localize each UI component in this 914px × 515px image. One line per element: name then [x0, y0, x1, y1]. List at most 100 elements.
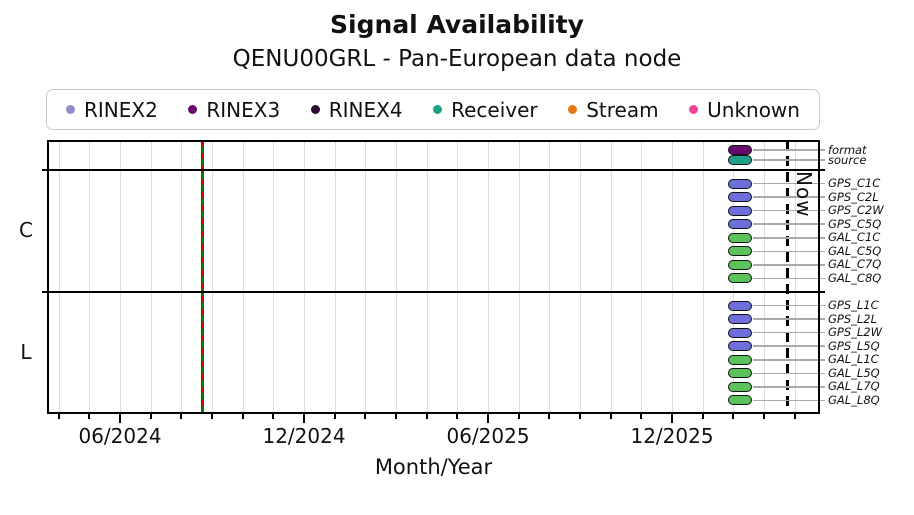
availability-marker-GAL_L5Q: [728, 368, 752, 379]
plot-area: Now 06/2024 12/2024 06/2025 12/2025 format so…: [19, 140, 884, 448]
x-axis-minor-tick: [149, 414, 152, 419]
availability-marker-GPS_L5Q: [728, 341, 752, 352]
x-axis-major-tick: [487, 414, 490, 423]
month-gridline: [764, 140, 766, 414]
row-connector-line: [753, 223, 825, 225]
row-label-GAL_C1C: GAL_C1C: [828, 230, 881, 245]
row-connector-line: [753, 304, 825, 307]
row-connector-line: [753, 277, 825, 280]
x-axis-minor-tick: [88, 414, 91, 419]
section-divider-stub: [42, 169, 47, 171]
row-label-GAL_C8Q: GAL_C8Q: [828, 270, 882, 285]
legend-swatch-receiver-icon: [433, 105, 443, 114]
row-label-GPS_L1C: GPS_L1C: [828, 298, 879, 313]
month-gridline: [518, 140, 520, 414]
legend-label: Receiver: [451, 97, 538, 122]
row-connector-line: [753, 386, 825, 388]
row-label-GPS_L2W: GPS_L2W: [828, 325, 882, 340]
plot-frame: [47, 140, 820, 414]
month-gridline: [212, 140, 214, 414]
x-axis-minor-tick: [517, 414, 520, 419]
month-gridline: [120, 140, 122, 414]
section-divider: [42, 169, 825, 171]
x-axis-minor-tick: [456, 414, 459, 419]
row-label-GAL_L8Q: GAL_L8Q: [828, 392, 880, 407]
row-connector-line: [753, 149, 825, 151]
month-gridline: [150, 140, 152, 414]
x-axis-minor-tick: [425, 414, 428, 419]
section-label-L: L: [20, 340, 32, 364]
row-connector-line: [753, 182, 825, 185]
now-label: Now: [792, 171, 816, 218]
availability-marker-GAL_L7Q: [728, 381, 752, 392]
availability-marker-format: [728, 145, 752, 155]
month-gridline: [794, 140, 796, 414]
x-axis-minor-tick: [793, 414, 796, 419]
legend-label: Stream: [586, 97, 659, 122]
x-axis-minor-tick: [272, 414, 275, 419]
now-line: [785, 140, 789, 414]
row-label-GAL_L7Q: GAL_L7Q: [828, 379, 880, 394]
x-axis-minor-tick: [763, 414, 766, 419]
legend-label: RINEX3: [206, 97, 281, 122]
month-gridline: [672, 140, 674, 414]
row-label-format: format: [828, 142, 867, 157]
legend-item-unknown: Unknown: [689, 98, 800, 122]
month-gridline: [610, 140, 612, 414]
x-axis-minor-tick: [180, 414, 183, 419]
x-axis-major-tick: [303, 414, 306, 423]
row-connector-line: [753, 399, 825, 402]
legend-item-stream: Stream: [568, 97, 659, 122]
row-label-GPS_C2L: GPS_C2L: [828, 189, 879, 204]
availability-marker-GAL_L1C: [728, 354, 752, 365]
x-axis-minor-tick: [732, 414, 735, 419]
x-axis-minor-tick: [609, 414, 612, 419]
x-tick-label: 12/2024: [262, 424, 346, 448]
row-connector-line: [753, 331, 825, 334]
x-axis-minor-tick: [241, 414, 244, 419]
row-label-GAL_C7Q: GAL_C7Q: [828, 257, 882, 272]
availability-marker-GPS_L2W: [728, 327, 752, 338]
x-axis-minor-tick: [579, 414, 582, 419]
row-connector-line: [753, 318, 825, 320]
x-axis-minor-tick: [701, 414, 704, 419]
x-axis-minor-tick: [548, 414, 551, 419]
legend-item-rinex4: RINEX4: [310, 98, 403, 122]
availability-marker-GPS_C5Q: [728, 219, 752, 230]
x-axis-minor-tick: [395, 414, 398, 419]
row-connector-line: [753, 196, 825, 198]
legend-label: RINEX2: [84, 97, 158, 122]
legend-item-rinex3: RINEX3: [188, 98, 280, 122]
row-connector-line: [753, 237, 825, 239]
month-gridline: [181, 140, 183, 414]
legend-swatch-rinex4-icon: [310, 105, 320, 114]
month-gridline: [304, 140, 306, 414]
month-gridline: [273, 140, 275, 414]
month-gridline: [488, 140, 490, 414]
month-gridline: [580, 140, 582, 414]
row-label-GAL_L5Q: GAL_L5Q: [828, 365, 880, 380]
x-axis-label: Month/Year: [374, 455, 493, 479]
month-gridline: [396, 140, 398, 414]
legend-item-receiver: Receiver: [433, 98, 538, 122]
row-connector-line: [753, 159, 825, 161]
chart-subtitle: QENU00GRL - Pan-European data node: [232, 46, 682, 72]
availability-marker-source: [728, 155, 752, 165]
legend-swatch-rinex3-icon: [188, 105, 198, 114]
month-gridline: [549, 140, 551, 414]
availability-marker-GPS_L2L: [728, 314, 752, 325]
row-label-GAL_C5Q: GAL_C5Q: [828, 243, 882, 258]
legend-item-rinex2: RINEX2: [66, 98, 158, 122]
legend: RINEX2 RINEX3 RINEX4 Receiver Stream Unknown: [46, 89, 820, 130]
section-label-C: C: [19, 218, 33, 242]
availability-marker-GAL_C7Q: [728, 259, 752, 270]
month-gridline: [365, 140, 367, 414]
x-tick-label: 06/2024: [78, 424, 162, 448]
section-divider-stub: [42, 291, 47, 293]
row-label-GPS_C2W: GPS_C2W: [828, 203, 884, 218]
x-tick-label: 12/2025: [630, 424, 714, 448]
month-gridline: [58, 140, 60, 414]
month-gridline: [426, 140, 428, 414]
month-gridline: [641, 140, 643, 414]
